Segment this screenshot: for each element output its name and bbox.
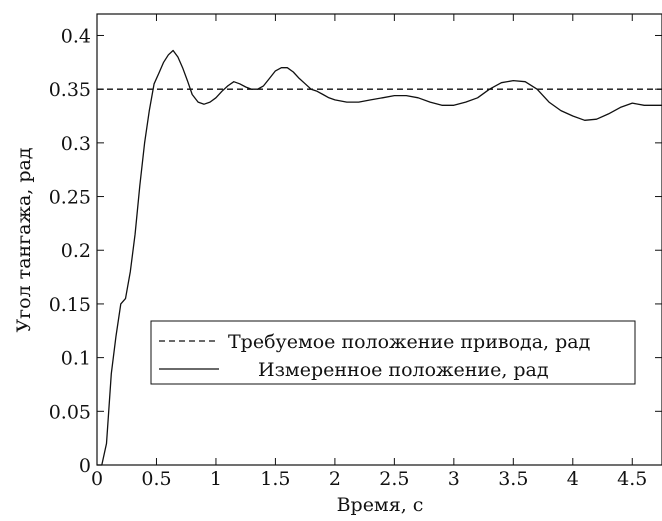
y-tick-label: 0.1 [61,348,91,370]
y-tick-label: 0.05 [49,401,91,423]
y-tick-label: 0.3 [61,133,91,155]
y-tick-label: 0.25 [49,187,91,209]
series-layer [97,49,662,466]
legend-box [150,320,636,385]
x-axis-label: Время, с [337,494,424,516]
y-tick-label: 0.15 [49,294,91,316]
x-tick-label: 1.5 [260,468,290,490]
legend: Требуемое положение привода, рад Измерен… [150,320,636,385]
legend-label-measured: Измеренное положение, рад [258,359,549,381]
x-tick-label: 3 [448,468,460,490]
series-line-measured [97,49,662,466]
x-tick-label: 4.5 [617,468,647,490]
y-tick-label: 0 [79,455,91,477]
legend-label-required: Требуемое положение привода, рад [228,331,590,353]
x-tick-label: 0.5 [141,468,171,490]
tick-labels: 0 0.5 1 1.5 2 2.5 3 3.5 4 4.5 0 0.05 0.1 0.15 0.2 0.25 0… [49,25,648,490]
y-axis-label: Угол тангажа, рад [13,147,35,332]
y-tick-label: 0.35 [49,79,91,101]
y-tick-label: 0.4 [61,25,91,47]
x-tick-label: 1 [210,468,222,490]
plot-frame [96,13,662,466]
ticks [96,14,662,466]
x-tick-label: 2 [329,468,341,490]
x-tick-label: 2.5 [379,468,409,490]
x-tick-label: 0 [91,468,103,490]
x-tick-label: 3.5 [498,468,528,490]
y-tick-label: 0.2 [61,240,91,262]
x-tick-label: 4 [567,468,579,490]
